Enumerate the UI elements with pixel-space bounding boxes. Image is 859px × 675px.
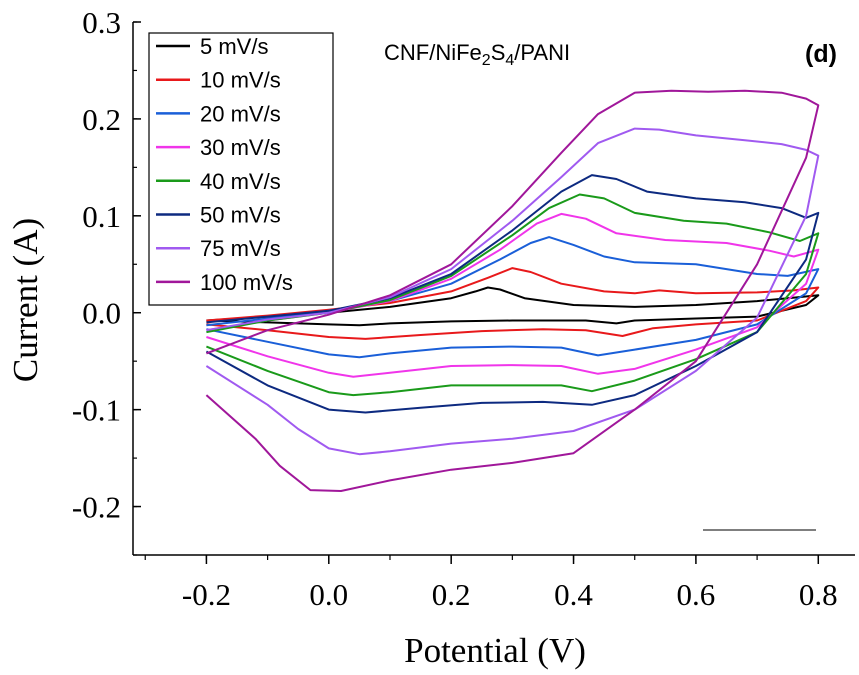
series-line-8 (205, 89, 820, 492)
y-tick-label: 0.3 (82, 5, 121, 40)
y-tick-label: 0.2 (82, 102, 121, 137)
legend-label: 75 mV/s (200, 236, 281, 261)
x-tick-label: 0.2 (432, 577, 471, 612)
series-line-3 (206, 236, 820, 359)
sample-annotation-sub1: 2 (482, 52, 491, 69)
panel-label: (d) (805, 40, 837, 68)
x-tick-label: -0.2 (182, 577, 231, 612)
series-line-5 (206, 193, 820, 397)
legend-box (148, 32, 334, 306)
sample-annotation-mid: S (491, 40, 506, 65)
x-tick-label: 0.8 (799, 577, 838, 612)
x-tick-label: 0.0 (309, 577, 348, 612)
legend-label: 50 mV/s (200, 203, 281, 228)
legend-label: 100 mV/s (200, 270, 293, 295)
legend-label: 40 mV/s (200, 169, 281, 194)
series-line-2 (206, 267, 820, 340)
x-tick-label: 0.4 (554, 577, 593, 612)
legend-label: 30 mV/s (200, 135, 281, 160)
y-tick-label: 0.1 (82, 199, 121, 234)
series-line-1 (206, 286, 820, 327)
y-tick-label: -0.2 (72, 490, 121, 525)
sample-annotation-suffix: /PANI (514, 40, 570, 65)
legend: 5 mV/s 10 mV/s 20 mV/s 30 mV/s 40 mV/s 50 mV/… (148, 32, 334, 306)
series-line-7 (205, 127, 820, 456)
x-tick-label: 0.6 (677, 577, 716, 612)
legend-label: 20 mV/s (200, 101, 281, 126)
sample-annotation-prefix: CNF/NiFe (384, 40, 482, 65)
y-axis-title: Current (A) (6, 218, 45, 382)
legend-label: 5 mV/s (200, 34, 268, 59)
x-axis-title: Potential (V) (404, 631, 586, 670)
sample-annotation: CNF/NiFe2S4/PANI (384, 40, 570, 69)
cv-curves (205, 89, 820, 492)
sample-annotation-sub2: 4 (505, 52, 514, 69)
axes: -0.2 -0.1 0.0 0.1 0.2 0.3 -0.2 0.0 0.2 0.4 0.6 0.8 (72, 5, 855, 612)
legend-label: 10 mV/s (200, 68, 281, 93)
y-tick-label: -0.1 (72, 393, 121, 428)
series-line-4 (206, 212, 820, 378)
y-tick-label: 0.0 (82, 296, 121, 331)
